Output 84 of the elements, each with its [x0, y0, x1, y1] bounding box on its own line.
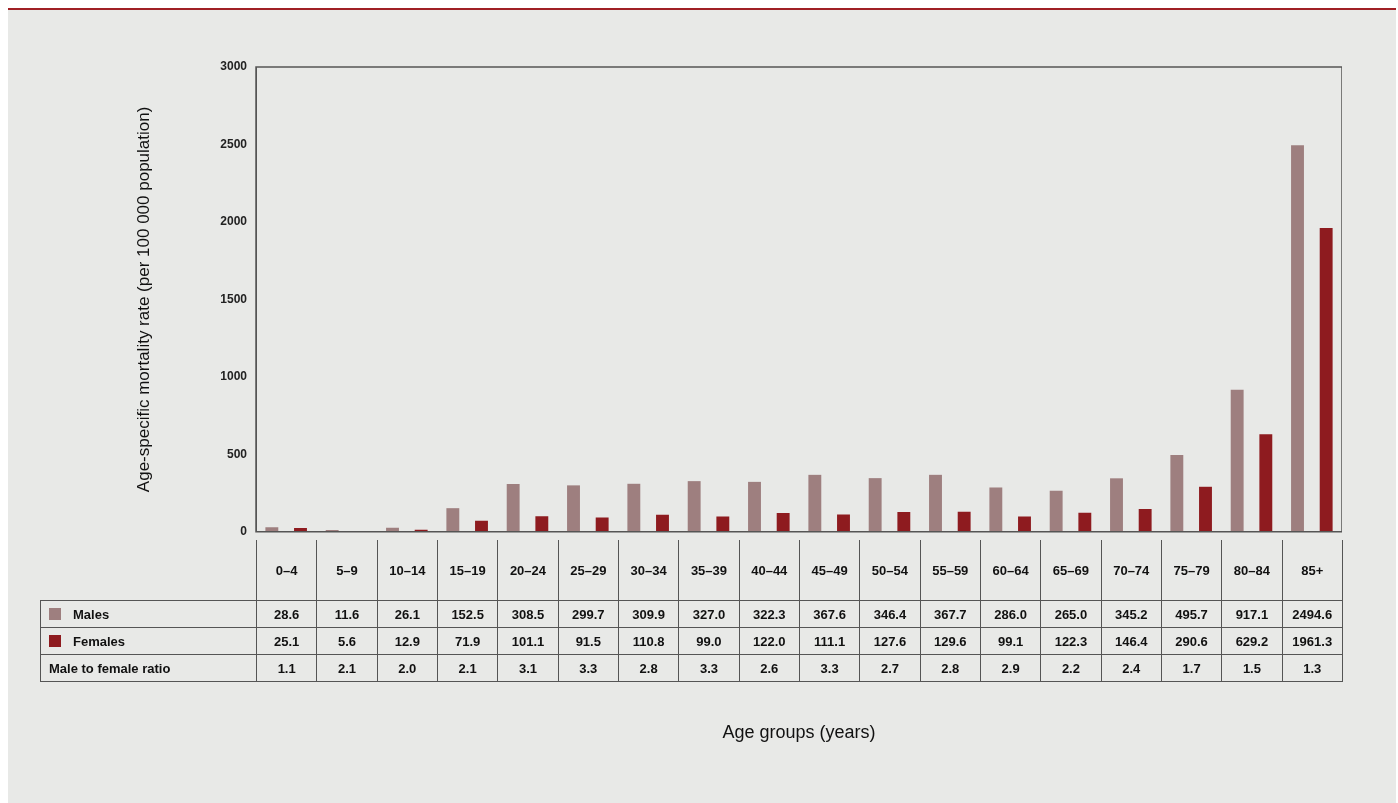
data-label: 110.8: [618, 627, 679, 655]
y-tick-label: 1500: [220, 291, 248, 306]
x-tick-label: 40–44: [739, 540, 800, 601]
x-tick-label: 85+: [1282, 540, 1343, 601]
data-label: 345.2: [1101, 600, 1162, 628]
data-label: 290.6: [1161, 627, 1222, 655]
data-label: 99.0: [678, 627, 740, 655]
text: 2.8: [618, 654, 679, 682]
data-label: 26.1: [377, 600, 438, 628]
x-tick-label: 65–69: [1040, 540, 1102, 601]
text: 2.6: [739, 654, 800, 682]
data-label: 265.0: [1040, 600, 1102, 628]
text: Male to female ratio: [40, 654, 257, 682]
x-tick-label: 0–4: [256, 540, 317, 601]
data-label: 127.6: [859, 627, 921, 655]
text: 1.3: [1282, 654, 1343, 682]
text: 3.1: [497, 654, 559, 682]
x-tick-label: 45–49: [799, 540, 860, 601]
data-label: 286.0: [980, 600, 1041, 628]
x-tick-label: 10–14: [377, 540, 438, 601]
data-label: 122.3: [1040, 627, 1102, 655]
text: 2.9: [980, 654, 1041, 682]
data-label: 299.7: [558, 600, 619, 628]
x-tick-label: 55–59: [920, 540, 981, 601]
y-tick-label: 2000: [220, 214, 248, 229]
text: 3.3: [558, 654, 619, 682]
x-tick-label: 70–74: [1101, 540, 1162, 601]
data-label: 495.7: [1161, 600, 1222, 628]
legend-label: Males: [73, 606, 110, 622]
x-tick-label: 80–84: [1221, 540, 1283, 601]
x-tick-label: 60–64: [980, 540, 1041, 601]
x-tick-label: 75–79: [1161, 540, 1222, 601]
y-axis-title: Age-specific mortality rate (per 100 000 population): [133, 106, 153, 493]
y-tick-label: 1000: [220, 369, 248, 384]
data-label: 111.1: [799, 627, 860, 655]
data-label: 917.1: [1221, 600, 1283, 628]
data-label: 1961.3: [1282, 627, 1343, 655]
x-tick-label: 30–34: [618, 540, 679, 601]
data-label: 99.1: [980, 627, 1041, 655]
text: 2.1: [437, 654, 498, 682]
data-label: 122.0: [739, 627, 800, 655]
x-tick-label: 5–9: [316, 540, 378, 601]
data-label: 146.4: [1101, 627, 1162, 655]
text: 1.7: [1161, 654, 1222, 682]
text: Age groups (years): [721, 722, 877, 743]
data-label: 25.1: [256, 627, 317, 655]
text: 2.1: [316, 654, 378, 682]
data-label: 629.2: [1221, 627, 1283, 655]
x-tick-label: 25–29: [558, 540, 619, 601]
data-label: 71.9: [437, 627, 498, 655]
data-label: 367.6: [799, 600, 860, 628]
data-label: 101.1: [497, 627, 559, 655]
text: 1.1: [256, 654, 317, 682]
legend-label: Females: [73, 633, 126, 649]
data-label: 129.6: [920, 627, 981, 655]
data-label: 91.5: [558, 627, 619, 655]
data-label: 308.5: [497, 600, 559, 628]
data-label: 28.6: [256, 600, 317, 628]
text: 2.2: [1040, 654, 1102, 682]
text: 2.7: [859, 654, 921, 682]
data-label: 367.7: [920, 600, 981, 628]
text: 2.4: [1101, 654, 1162, 682]
data-label: 5.6: [316, 627, 378, 655]
text: 3.3: [678, 654, 740, 682]
data-label: 309.9: [618, 600, 679, 628]
y-tick-label: 500: [226, 446, 248, 461]
data-label: 346.4: [859, 600, 921, 628]
data-label: 327.0: [678, 600, 740, 628]
data-label: 322.3: [739, 600, 800, 628]
text: 1.5: [1221, 654, 1283, 682]
x-tick-label: 50–54: [859, 540, 921, 601]
data-label: 12.9: [377, 627, 438, 655]
text: 2.0: [377, 654, 438, 682]
data-label: 11.6: [316, 600, 378, 628]
x-tick-label: 15–19: [437, 540, 498, 601]
text: 3.3: [799, 654, 860, 682]
data-label: 152.5: [437, 600, 498, 628]
x-tick-label: 20–24: [497, 540, 559, 601]
x-tick-label: 35–39: [678, 540, 740, 601]
data-label: 2494.6: [1282, 600, 1343, 628]
y-tick-label: 0: [240, 524, 248, 539]
y-tick-label: 3000: [220, 59, 248, 74]
text: 2.8: [920, 654, 981, 682]
y-tick-label: 2500: [220, 136, 248, 151]
